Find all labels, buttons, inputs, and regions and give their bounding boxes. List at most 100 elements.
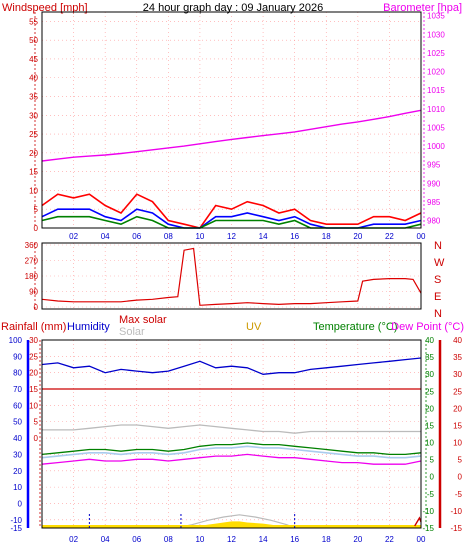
temp-tick-label: 40 [425, 336, 434, 345]
wind-tick-label: 55 [29, 17, 38, 26]
wind-tick-label: 50 [29, 36, 38, 45]
dew-tick-label: 10 [453, 439, 462, 448]
baro-tick-label: 995 [427, 161, 441, 170]
mid-tick-label: 5 [34, 418, 39, 427]
climate-series-dew [41, 453, 422, 465]
rain-tick-label: 80 [13, 369, 22, 378]
chart-title: 24 hour graph day : 09 January 2026 [143, 2, 323, 14]
wind-x-tick: 20 [353, 232, 362, 241]
climate-frame [41, 339, 422, 529]
climate-x-tick: 04 [101, 535, 110, 544]
dew-tick-label: 5 [458, 456, 463, 465]
baro-tick-label: 1020 [427, 68, 445, 77]
wind-tick-label: 30 [29, 111, 38, 120]
climate-x-tick: 22 [385, 535, 394, 544]
rain-tick-label: -10 [10, 516, 22, 525]
climate-tick-labels: 1009080706050403020100-10-15302520151050… [9, 336, 463, 533]
baro-tick-label: 1035 [427, 12, 445, 21]
wind-frame [41, 11, 422, 229]
climate-series-chill [41, 445, 422, 459]
baro-tick-labels: 1035 1030 1025 1020 1015 1010 1005 1000 995 990 98… [427, 12, 445, 226]
solar-label: Solar [119, 326, 145, 338]
dew-tick-label: 25 [453, 387, 462, 396]
wind-x-tick: 12 [227, 232, 236, 241]
temp-tick-label: 30 [425, 370, 434, 379]
wind-tick-label: 40 [29, 74, 38, 83]
rain-tick-label: 40 [13, 434, 22, 443]
climate-x-tick: 00 [417, 535, 426, 544]
wind-x-tick: 04 [101, 232, 110, 241]
uv-label: UV [246, 321, 262, 333]
wind-x-tick: 02 [69, 232, 78, 241]
climate-grid [42, 339, 422, 529]
wind-x-tick: 18 [322, 232, 331, 241]
climate-x-tick-labels: 02 04 06 08 10 12 14 16 18 20 22 00 [69, 535, 426, 544]
dir-compass-label: S [434, 274, 441, 286]
dir-tick-label: 360 [25, 241, 39, 250]
dir-line [41, 247, 422, 306]
baro-tick-label: 1005 [427, 123, 445, 132]
dew-tick-label: 30 [453, 370, 462, 379]
maxsolar-label: Max solar [119, 314, 167, 326]
rain-tick-label: 90 [13, 352, 22, 361]
climate-x-tick: 10 [195, 535, 204, 544]
climate-lines [41, 357, 422, 529]
humidity-axis-label: Humidity [67, 321, 110, 333]
temp-tick-label: 20 [425, 404, 434, 413]
dir-series-line [41, 247, 422, 306]
dir-frame [41, 242, 422, 310]
dir-compass-label: W [434, 257, 445, 269]
wind-x-tick: 08 [164, 232, 173, 241]
climate-x-tick: 08 [164, 535, 173, 544]
baro-tick-label: 1025 [427, 49, 445, 58]
wind-tick-label: 25 [29, 130, 38, 139]
dir-tick-label: 90 [29, 288, 38, 297]
temperature-axis-label: Temperature (°C) [313, 321, 397, 333]
dew-tick-label: -5 [455, 490, 463, 499]
wind-tick-label: 20 [29, 149, 38, 158]
baro-tick-label: 1015 [427, 86, 445, 95]
dew-tick-label: 15 [453, 421, 462, 430]
climate-series-humidity [41, 357, 422, 375]
wind-x-tick: 06 [132, 232, 141, 241]
climate-x-tick: 06 [132, 535, 141, 544]
rain-tick-label: 50 [13, 418, 22, 427]
wind-series-baro [41, 109, 422, 162]
dewpoint-axis-label: Dew Point (°C) [391, 321, 464, 333]
dir-compass-label: N [434, 308, 442, 320]
dir-tick-labels: 360 270 180 90 0 [25, 241, 39, 312]
temp-tick-label: -15 [422, 524, 434, 533]
mid-tick-label: 10 [29, 401, 38, 410]
baro-tick-label: 990 [427, 179, 441, 188]
wind-tick-label: 35 [29, 93, 38, 102]
temp-tick-label: 10 [425, 439, 434, 448]
climate-series-temp [41, 442, 422, 456]
dew-tick-label: 40 [453, 336, 462, 345]
maxsolar-curve [176, 514, 295, 529]
wind-tick-label: 0 [34, 224, 39, 233]
wind-grid [34, 12, 425, 229]
climate-series-maxsolar [42, 424, 421, 434]
temp-tick-label: -10 [422, 507, 434, 516]
rain-tick-label: 60 [13, 401, 22, 410]
temp-tick-label: -5 [427, 490, 435, 499]
rain-tick-label: 70 [13, 385, 22, 394]
mid-tick-label: 15 [29, 385, 38, 394]
wind-x-tick: 14 [259, 232, 268, 241]
dir-tick-label: 180 [25, 272, 39, 281]
temp-tick-label: 0 [430, 473, 435, 482]
climate-side-axes [26, 340, 442, 528]
wind-x-tick-labels: 02 04 06 08 10 12 14 16 18 20 22 00 [69, 232, 426, 241]
mid-tick-label: 0 [34, 434, 39, 443]
wind-series-gust [41, 193, 422, 229]
rain-tick-label: -15 [10, 524, 22, 533]
dir-grid [34, 243, 422, 309]
wind-x-tick: 00 [417, 232, 426, 241]
climate-x-tick: 18 [322, 535, 331, 544]
wind-tick-label: 15 [29, 168, 38, 177]
temp-tick-label: 35 [425, 353, 434, 362]
baro-tick-label: 1030 [427, 30, 445, 39]
climate-x-tick: 12 [227, 535, 236, 544]
